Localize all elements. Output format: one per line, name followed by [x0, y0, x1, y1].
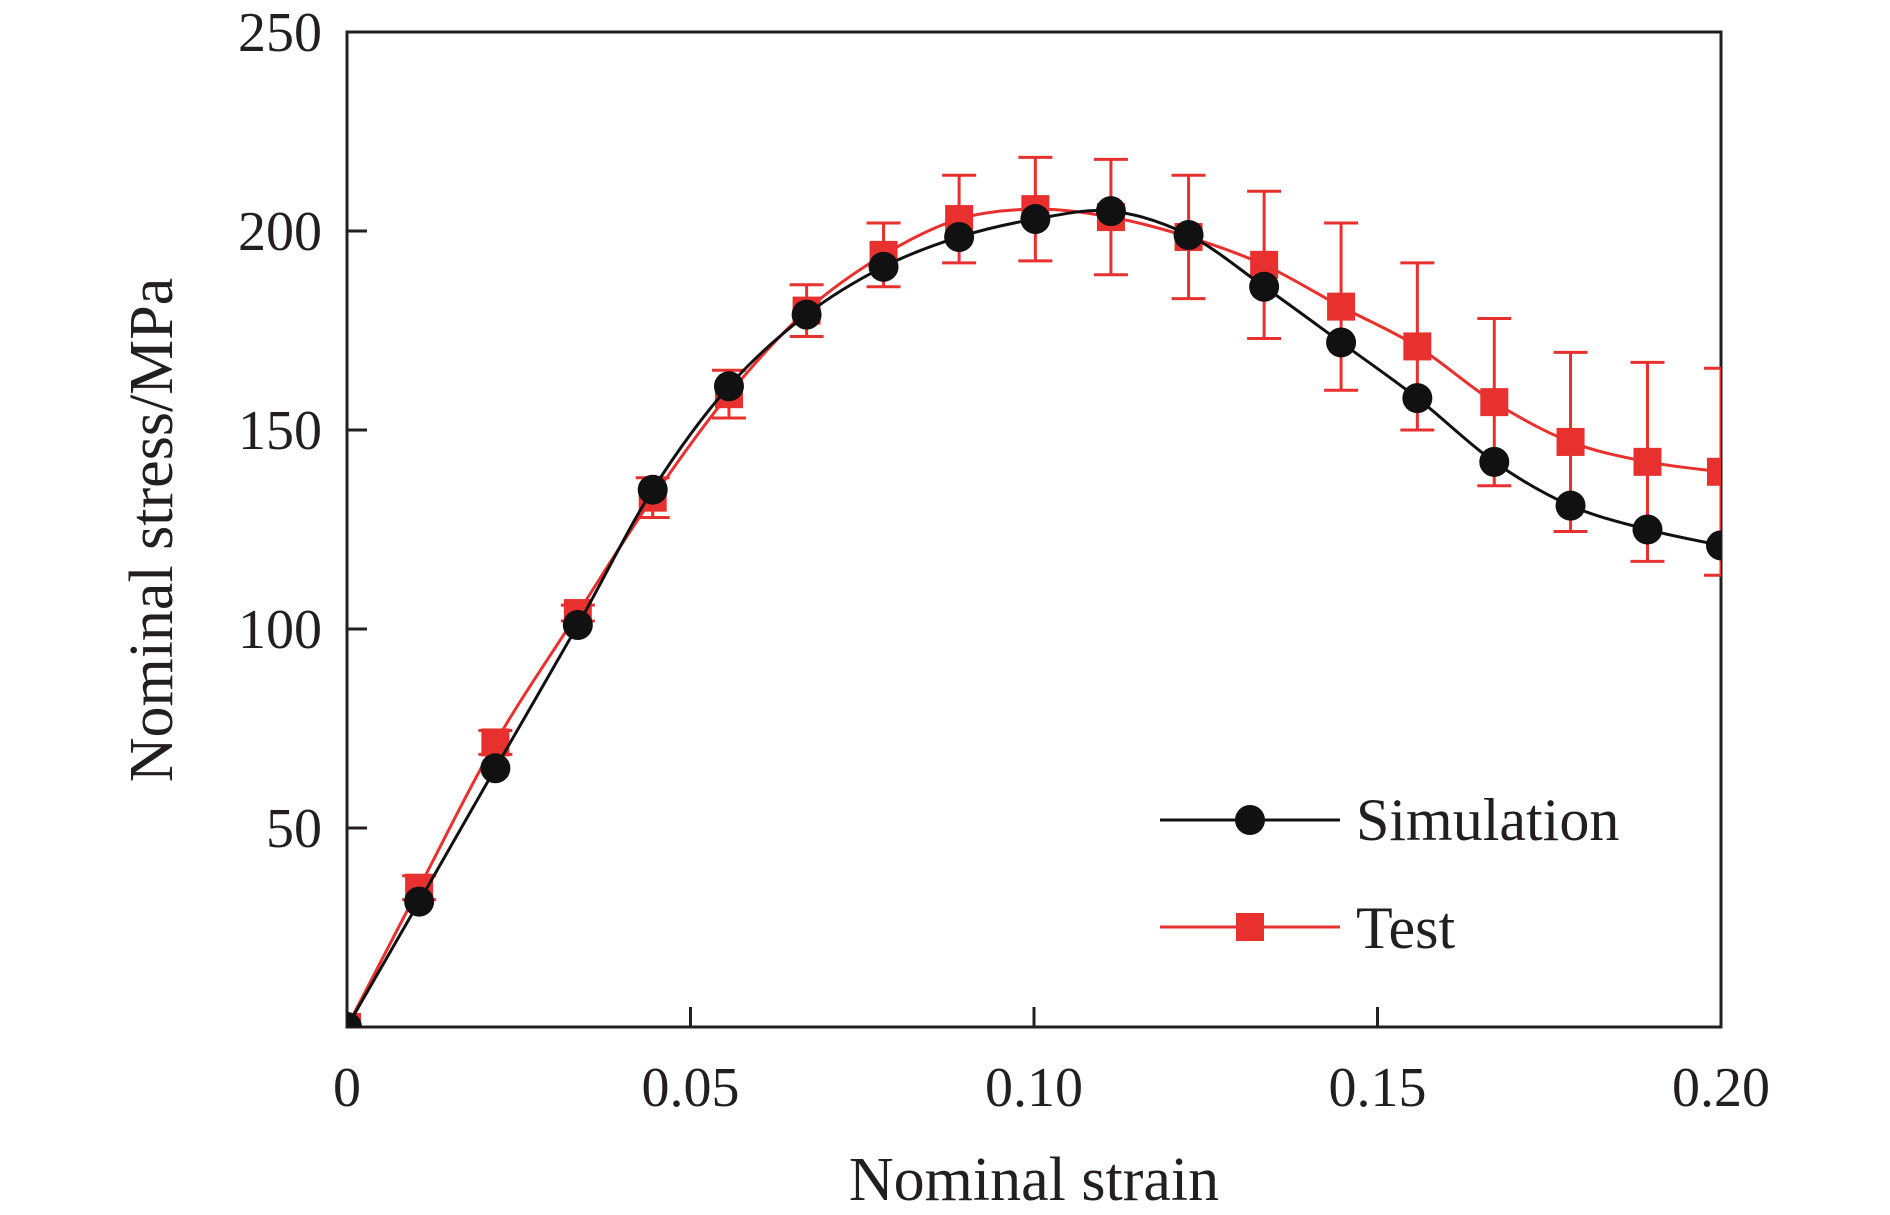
data-point-simulation: [1326, 327, 1357, 358]
legend-label-simulation: Simulation: [1356, 787, 1619, 853]
error-bar-test: [1704, 366, 1721, 577]
x-tick-label: 0: [333, 1057, 361, 1119]
y-axis-ticks: 50 100 150 200 250: [238, 2, 367, 860]
data-point-simulation: [1402, 383, 1433, 414]
y-tick-label: 100: [238, 599, 322, 661]
series-line-simulation: [347, 209, 1721, 1027]
data-point-test: [1556, 427, 1585, 456]
data-point-test: [1707, 457, 1721, 486]
x-tick-label: 0.05: [642, 1057, 740, 1119]
data-point-test: [1327, 292, 1356, 321]
data-point-simulation: [1173, 219, 1204, 250]
series-layer: [347, 155, 1721, 1027]
series-test: [347, 155, 1721, 1027]
legend-label-test: Test: [1356, 895, 1455, 961]
series-simulation: [347, 196, 1721, 1027]
x-tick-label: 0.10: [985, 1057, 1083, 1119]
x-tick-label: 0.20: [1672, 1057, 1770, 1119]
data-point-simulation: [1095, 196, 1126, 227]
y-tick-label: 50: [266, 798, 322, 860]
data-point-simulation: [791, 299, 822, 330]
y-tick-label: 200: [238, 201, 322, 263]
series-line-test: [347, 207, 1721, 1027]
data-point-simulation: [1632, 514, 1663, 545]
data-point-simulation: [713, 371, 744, 402]
data-point-simulation: [1706, 530, 1721, 561]
data-point-simulation: [562, 610, 593, 641]
x-tick-label: 0.15: [1329, 1057, 1427, 1119]
data-point-simulation: [480, 753, 511, 784]
x-axis-title: Nominal strain: [849, 1146, 1219, 1214]
legend-marker-test: [1236, 913, 1264, 941]
x-axis-ticks: 0 0.05 0.10 0.15 0.20: [333, 1007, 1770, 1119]
legend: Simulation Test: [1160, 787, 1619, 961]
data-point-test: [1403, 332, 1432, 361]
data-point-simulation: [868, 251, 899, 282]
data-point-simulation: [637, 474, 668, 505]
data-point-simulation: [1020, 204, 1051, 235]
data-point-simulation: [1555, 490, 1586, 521]
y-tick-label: 250: [238, 2, 322, 64]
data-point-simulation: [347, 1012, 362, 1027]
y-tick-label: 150: [238, 400, 322, 462]
data-point-simulation: [1479, 446, 1510, 477]
data-point-simulation: [1249, 271, 1280, 302]
data-point-simulation: [404, 886, 435, 917]
data-point-simulation: [944, 221, 975, 252]
data-point-test: [1633, 447, 1662, 476]
data-point-test: [1480, 388, 1509, 417]
legend-marker-simulation: [1235, 805, 1265, 835]
y-axis-title: Nominal stress/MPa: [118, 278, 186, 783]
